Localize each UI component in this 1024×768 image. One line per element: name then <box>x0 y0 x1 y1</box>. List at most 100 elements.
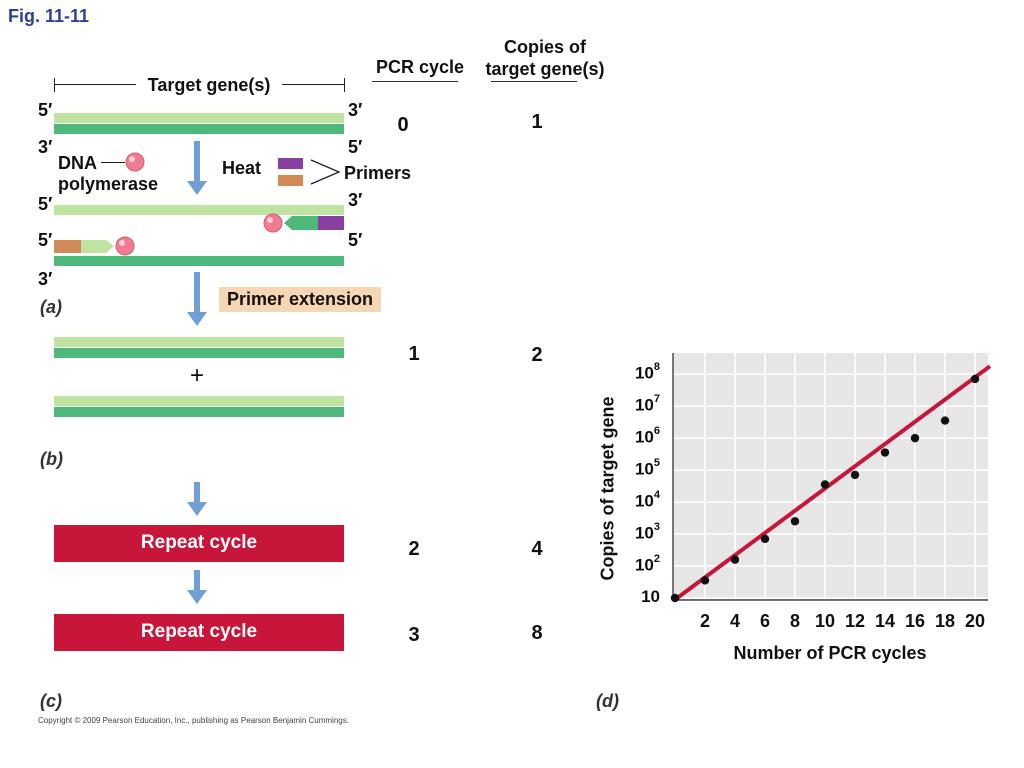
chart-x-tick-label: 18 <box>934 611 956 631</box>
chart-point <box>820 480 830 489</box>
chart-y-tick-exponent: 5 <box>653 457 660 470</box>
chart-x-tick-label: 20 <box>964 611 986 631</box>
end-label-5prime-strand2: 5′ <box>38 230 53 250</box>
polymerase-pointer-line <box>101 162 125 163</box>
chart-y-tick-base: 10 <box>634 491 654 511</box>
cycle-1: 1 <box>408 343 420 365</box>
chart-y-tick-label: 103 <box>620 521 660 544</box>
bracket-right-tick <box>344 78 345 92</box>
target-genes-label: Target gene(s) <box>147 75 271 95</box>
chart-point <box>760 534 770 544</box>
chart-y-tick-exponent: 8 <box>653 361 660 374</box>
panel-label-c: (c) <box>40 691 62 711</box>
copies-1: 1 <box>531 111 543 133</box>
chart-point <box>940 416 950 425</box>
chart-y-tick-exponent: 2 <box>653 553 660 566</box>
chart-y-tick-label: 108 <box>620 361 660 384</box>
copies-header-line2: target gene(s) <box>485 59 605 79</box>
chart-y-tick-label: 107 <box>620 393 660 416</box>
dna-strand-light <box>54 113 344 123</box>
copy1-strand-dark <box>54 348 344 358</box>
repeat-cycle-box-1: Repeat cycle <box>54 525 344 562</box>
bracket-right-line <box>282 84 344 85</box>
chart-fit-line <box>673 364 992 602</box>
copy2-strand-light <box>54 396 344 406</box>
panel-label-d: (d) <box>596 691 619 711</box>
cycle-0: 0 <box>397 114 409 136</box>
pcr-cycle-underline <box>372 81 458 82</box>
heat-label: Heat <box>222 158 262 178</box>
separated-strand-light <box>54 205 344 215</box>
copy2-strand-dark <box>54 407 344 417</box>
chart-y-tick-exponent: 6 <box>653 425 660 438</box>
separated-strand-dark <box>54 256 344 266</box>
pcr-cycle-header: PCR cycle <box>375 57 465 77</box>
chart-point <box>910 433 920 443</box>
chart-x-tick-label: 2 <box>699 611 710 631</box>
chart-x-tick-label: 4 <box>729 611 740 631</box>
chart-point <box>970 374 980 384</box>
panel-label-a: (a) <box>40 297 62 317</box>
chart-y-tick-exponent: 3 <box>653 521 660 534</box>
chart-ylabel: Copies of target gene <box>597 396 618 581</box>
end-label-3prime-bottom: 3′ <box>38 137 53 157</box>
chart-point <box>700 576 710 585</box>
copies-2: 2 <box>531 344 543 366</box>
end-label-3prime-top: 3′ <box>348 100 363 120</box>
primers-label: Primers <box>344 163 412 183</box>
copies-underline <box>491 81 577 82</box>
end-label-5prime-strand1: 5′ <box>38 194 53 214</box>
primer-extension-bottom <box>54 236 135 256</box>
dna-polymerase-label-line2: polymerase <box>58 174 159 194</box>
primer-extension-top <box>263 213 344 233</box>
chart-point <box>880 448 890 457</box>
chart-y-tick-label: 104 <box>620 489 660 512</box>
copyright-text: Copyright © 2009 Pearson Education, Inc.… <box>38 716 349 725</box>
bracket-left-line <box>54 84 136 85</box>
chart-xlabel: Number of PCR cycles <box>733 643 927 663</box>
chart-point <box>670 593 680 603</box>
chart-x-tick-label: 6 <box>759 611 770 631</box>
copy1-strand-light <box>54 337 344 347</box>
dna-strand-dark <box>54 124 344 134</box>
chart-y-tick-base: 10 <box>634 427 654 447</box>
dna-polymerase-label: DNA polymerase <box>58 153 158 195</box>
copies-8: 8 <box>531 622 543 644</box>
chart-point <box>790 517 800 526</box>
copies-header: Copies of target gene(s) <box>475 36 615 80</box>
chart-y-tick-label: 102 <box>620 553 660 576</box>
end-label-3prime-strand1: 3′ <box>348 190 363 210</box>
chart-y-tick-base: 10 <box>634 523 654 543</box>
chart-plot-area <box>673 353 988 600</box>
chart-y-tick-label: 10 <box>620 587 660 607</box>
polymerase-icon <box>125 152 145 172</box>
copies-4: 4 <box>531 538 543 560</box>
repeat-cycle-box-2: Repeat cycle <box>54 614 344 651</box>
chart-y-tick-base: 10 <box>634 395 654 415</box>
end-label-3prime-strand2: 3′ <box>38 269 53 289</box>
chart-x-tick-label: 12 <box>844 611 866 631</box>
dna-polymerase-label-line1: DNA <box>58 153 97 173</box>
chart-x-tick-label: 8 <box>789 611 800 631</box>
chart-x-tick-label: 16 <box>904 611 926 631</box>
chart-y-tick-label: 105 <box>620 457 660 480</box>
chart-x-tick-label: 10 <box>814 611 836 631</box>
cycle-2: 2 <box>408 538 420 560</box>
primer-orange-legend <box>278 175 303 186</box>
chart-point <box>850 470 860 480</box>
chart-y-tick-base: 10 <box>634 459 654 479</box>
plus-sign: + <box>190 362 205 389</box>
figure-title: Fig. 11-11 <box>8 6 90 26</box>
end-label-5prime-bottom: 5′ <box>348 137 363 157</box>
chart-y-tick-base: 10 <box>641 587 660 606</box>
chart-y-tick-exponent: 7 <box>653 393 660 406</box>
primer-purple-legend <box>278 158 303 169</box>
chart-x-tick-label: 14 <box>874 611 896 631</box>
panel-label-b: (b) <box>40 449 63 469</box>
chart-y-tick-label: 106 <box>620 425 660 448</box>
bracket-left-tick <box>54 78 55 92</box>
primers-bracket <box>310 159 341 185</box>
end-label-5prime-strand2-right: 5′ <box>348 230 363 250</box>
chart-y-tick-exponent: 4 <box>653 489 660 502</box>
